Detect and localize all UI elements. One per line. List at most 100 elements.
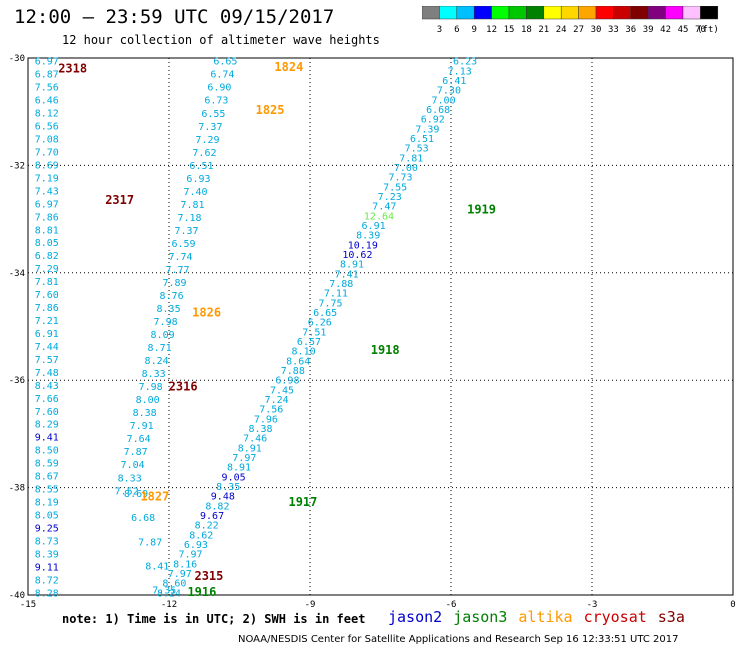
pass-time-annotation: 1919: [467, 202, 496, 216]
wave-height-label-s3a: 7.08: [35, 134, 59, 145]
wave-height-label-altika: 7.64: [127, 434, 151, 445]
wave-height-label-jason3: 7.97: [232, 453, 256, 464]
wave-height-label-s3a: 9.41: [35, 433, 59, 444]
wave-height-label-altika: 7.89: [163, 278, 187, 289]
wave-height-label-s3a: 6.87: [35, 70, 59, 81]
wave-height-label-jason3: 7.47: [372, 202, 396, 213]
wave-height-label-jason3: 8.62: [189, 530, 213, 541]
colorbar-tick-label: 36: [625, 25, 636, 35]
y-tick-label: -38: [9, 484, 25, 494]
wave-height-label-jason3: 7.56: [259, 405, 283, 416]
wave-height-label-s3a: 6.91: [35, 329, 59, 340]
wave-height-label-cryosat: 7.87: [138, 537, 162, 548]
wave-height-label-altika: 6.65: [213, 57, 237, 68]
wave-height-label-s3a: 7.57: [35, 355, 59, 366]
wave-height-label-jason3: 9.48: [211, 492, 235, 503]
wave-height-label-altika: 6.59: [171, 239, 195, 250]
wave-height-label-jason3: 12.64: [364, 211, 394, 222]
y-tick-label: -34: [9, 269, 25, 279]
wave-height-label-s3a: 7.43: [35, 186, 59, 197]
wave-height-label-s3a: 8.67: [35, 472, 59, 483]
wave-height-label-s3a: 8.81: [35, 225, 59, 236]
wave-height-label-s3a: 8.12: [35, 109, 59, 120]
wave-height-label-altika: 8.33: [118, 473, 142, 484]
wave-height-label-jason3: 7.11: [324, 289, 348, 300]
wave-height-label-s3a: 7.21: [35, 316, 59, 327]
pass-time-annotation: 1826: [192, 305, 221, 319]
wave-height-label-jason3: 8.16: [173, 559, 197, 570]
wave-height-label-s3a: 6.46: [35, 96, 59, 107]
chart-subtitle: 12 hour collection of altimeter wave hei…: [62, 33, 380, 47]
wave-height-label-jason3: 6.93: [184, 540, 208, 551]
y-tick-label: -32: [9, 161, 25, 171]
pass-time-annotation: 1918: [371, 343, 400, 357]
wave-height-label-cryosat: 8.69: [124, 489, 148, 500]
wave-height-label-s3a: 8.43: [35, 381, 59, 392]
wave-height-label-jason3: 7.24: [265, 395, 289, 406]
wave-height-label-altika: 7.98: [154, 317, 178, 328]
wave-height-label-s3a: 7.66: [35, 394, 59, 405]
wave-height-label-jason3: 9.05: [222, 472, 246, 483]
wave-height-label-s3a: 7.56: [35, 83, 59, 94]
wave-height-label-s3a: 6.97: [35, 57, 59, 68]
x-tick-label: -3: [587, 600, 598, 610]
wave-height-label-s3a: 7.48: [35, 368, 59, 379]
y-tick-label: -40: [9, 591, 25, 601]
pass-time-annotation: 2317: [105, 193, 134, 207]
wave-height-label-s3a: 8.05: [35, 511, 59, 522]
wave-height-label-cryosat: 6.68: [131, 513, 155, 524]
legend-cryosat: cryosat: [583, 608, 647, 626]
wave-height-label-s3a: 7.81: [35, 277, 59, 288]
wave-height-label-jason3: 7.45: [270, 385, 294, 396]
wave-height-label-jason3: 6.91: [362, 221, 386, 232]
wave-height-label-jason3: 6.65: [313, 308, 337, 319]
wave-height-label-jason3: 8.24: [157, 588, 181, 599]
wave-height-label-jason3: 6.68: [426, 105, 450, 116]
pass-time-annotation: 1917: [288, 495, 317, 509]
wave-height-label-s3a: 8.29: [35, 420, 59, 431]
colorbar-tick-label: 6: [454, 25, 459, 35]
wave-height-label-s3a: 7.19: [35, 173, 59, 184]
wave-height-label-jason3: 7.51: [302, 327, 326, 338]
pass-time-annotation: 2316: [169, 380, 198, 394]
colorbar-tick-label: 12: [486, 25, 497, 35]
wave-height-label-altika: 7.29: [195, 135, 219, 146]
wave-height-label-s3a: 8.19: [35, 498, 59, 509]
wave-height-label-jason3: 8.38: [248, 424, 272, 435]
wave-height-label-s3a: 6.82: [35, 251, 59, 262]
wave-height-label-altika: 7.77: [165, 265, 189, 276]
wave-height-label-altika: 8.71: [148, 343, 172, 354]
wave-height-label-s3a: 7.29: [35, 264, 59, 275]
wave-height-label-jason3: 6.51: [410, 134, 434, 145]
x-tick-label: -6: [446, 600, 457, 610]
wave-height-label-s3a: 7.86: [35, 212, 59, 223]
colorbar-tick-label: 9: [471, 25, 476, 35]
pass-time-annotation: 1825: [256, 103, 285, 117]
wave-height-label-altika: 8.33: [142, 369, 166, 380]
legend-s3a: s3a: [657, 608, 685, 626]
wave-height-label-jason3: 7.30: [437, 86, 461, 97]
pass-time-annotation: 2318: [58, 62, 87, 76]
wave-height-label-altika: 7.37: [174, 226, 198, 237]
wave-height-label-altika: 7.98: [139, 382, 163, 393]
x-tick-label: -12: [161, 600, 177, 610]
wave-height-label-altika: 8.00: [136, 395, 160, 406]
pass-time-annotation: 1916: [187, 585, 216, 599]
pass-time-annotation: 2315: [194, 569, 223, 583]
wave-height-label-altika: 7.37: [198, 122, 222, 133]
wave-height-label-jason3: 7.00: [432, 95, 456, 106]
pass-time-annotation: 1827: [140, 490, 169, 504]
wave-height-label-altika: 6.93: [186, 174, 210, 185]
colorbar-tick-label: 30: [591, 25, 602, 35]
colorbar-tick-label: 45: [678, 25, 689, 35]
wave-height-label-jason3: 7.96: [254, 414, 278, 425]
pass-time-annotation: 1824: [274, 60, 303, 74]
colorbar-tick-label: 24: [556, 25, 567, 35]
wave-height-label-jason3: 8.64: [286, 356, 310, 367]
wave-height-label-jason3: 8.39: [356, 231, 380, 242]
wave-height-label-altika: 7.04: [121, 460, 145, 471]
wave-height-label-altika: 7.18: [177, 213, 201, 224]
wave-height-label-s3a: 8.73: [35, 536, 59, 547]
wave-height-label-jason3: 6.41: [442, 76, 466, 87]
